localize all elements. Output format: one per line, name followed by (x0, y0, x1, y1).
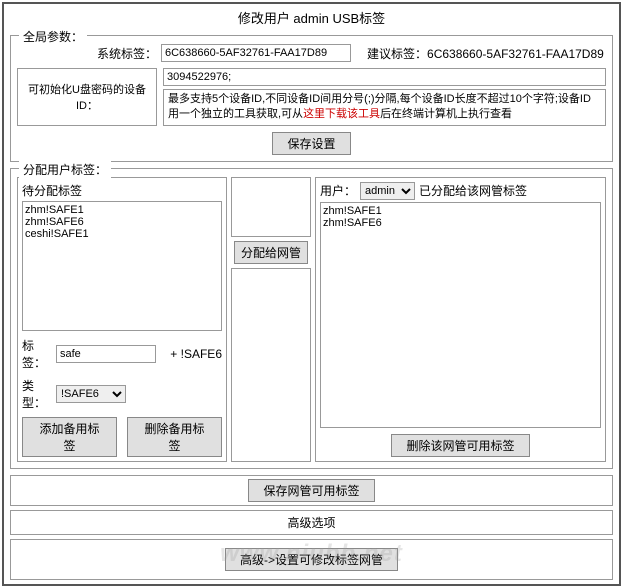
delete-spare-tag-button[interactable]: 删除备用标签 (127, 417, 222, 457)
save-netadmin-row: 保存网管可用标签 (10, 475, 613, 506)
device-right-col: 最多支持5个设备ID,不同设备ID间用分号(;)分隔,每个设备ID长度不超过10… (163, 68, 606, 126)
add-spare-tag-button[interactable]: 添加备用标签 (22, 417, 117, 457)
delete-netadmin-tag-button[interactable]: 删除该网管可用标签 (391, 434, 529, 457)
hint-suffix: 后在终端计算机上执行查看 (380, 108, 512, 120)
advanced-settings-button[interactable]: 高级->设置可修改标签网管 (225, 548, 398, 571)
type-select[interactable]: !SAFE6 (56, 385, 126, 403)
device-id-label: 可初始化U盘密码的设备ID： (17, 68, 157, 126)
suggest-label: 建议标签： (367, 47, 427, 61)
device-hint: 最多支持5个设备ID,不同设备ID间用分号(;)分隔,每个设备ID长度不超过10… (163, 89, 606, 126)
global-legend: 全局参数： (19, 28, 87, 45)
advanced-options-title: 高级选项 (10, 510, 613, 535)
save-netadmin-tags-button[interactable]: 保存网管可用标签 (248, 479, 374, 502)
page-title: 修改用户 admin USB标签 (4, 4, 619, 31)
assign-to-netadmin-button[interactable]: 分配给网管 (234, 241, 308, 264)
user-select[interactable]: admin (360, 182, 415, 200)
suggest-tag: 建议标签：6C638660-5AF32761-FAA17D89 (367, 45, 604, 62)
pending-tags-title: 待分配标签 (22, 182, 222, 199)
global-row2: 可初始化U盘密码的设备ID： 最多支持5个设备ID,不同设备ID间用分号(;)分… (17, 68, 606, 126)
tag-suffix: + !SAFE6 (160, 347, 222, 361)
assign-mid-panel: 分配给网管 (231, 177, 311, 462)
assign-body: 待分配标签 zhm!SAFE1 zhm!SAFE6 ceshi!SAFE1 标签… (17, 177, 606, 462)
save-settings-button[interactable]: 保存设置 (272, 132, 350, 155)
assign-legend: 分配用户标签： (19, 161, 111, 178)
advanced-button-row: 高级->设置可修改标签网管 (10, 539, 613, 580)
system-tag-label: 系统标签： (17, 45, 157, 62)
tag-input[interactable] (56, 345, 156, 363)
assign-tags-section: 分配用户标签： 待分配标签 zhm!SAFE1 zhm!SAFE6 ceshi!… (10, 168, 613, 469)
mid-empty-bottom (231, 268, 311, 462)
assigned-tags-list[interactable]: zhm!SAFE1 zhm!SAFE6 (320, 202, 601, 428)
main-panel: 修改用户 admin USB标签 全局参数： 系统标签： 建议标签：6C6386… (2, 2, 621, 586)
assign-right-panel: 用户： admin 已分配给该网管标签 zhm!SAFE1 zhm!SAFE6 … (315, 177, 606, 462)
pending-tags-list[interactable]: zhm!SAFE1 zhm!SAFE6 ceshi!SAFE1 (22, 201, 222, 331)
global-row1: 系统标签： 建议标签：6C638660-5AF32761-FAA17D89 (17, 44, 606, 62)
system-tag-input[interactable] (161, 44, 351, 62)
type-label: 类型： (22, 377, 52, 411)
user-label: 用户： (320, 182, 356, 199)
tag-label: 标签： (22, 337, 52, 371)
device-id-input[interactable] (163, 68, 606, 86)
suggest-value: 6C638660-5AF32761-FAA17D89 (427, 47, 604, 61)
download-link[interactable]: 这里下载该工具 (303, 108, 380, 120)
assign-left-panel: 待分配标签 zhm!SAFE1 zhm!SAFE6 ceshi!SAFE1 标签… (17, 177, 227, 462)
assigned-title: 已分配给该网管标签 (419, 182, 527, 199)
mid-empty-top (231, 177, 311, 237)
global-params-section: 全局参数： 系统标签： 建议标签：6C638660-5AF32761-FAA17… (10, 35, 613, 162)
